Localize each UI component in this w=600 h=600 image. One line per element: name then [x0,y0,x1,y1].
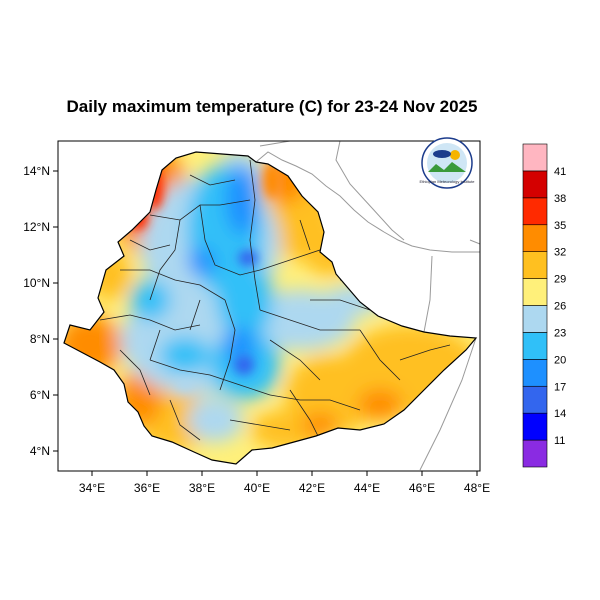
lon-label: 48°E [464,481,490,495]
sun-icon [450,150,460,160]
cloud-icon [433,150,451,158]
lat-label: 14°N [23,164,50,178]
simien-core-20 [226,165,258,235]
arsi-core-20 [224,327,256,363]
somaliland-border [423,255,433,333]
tick-marks [53,170,478,476]
lon-label: 42°E [299,481,325,495]
colorbar-swatch [522,439,548,468]
danakil-35 [264,162,280,198]
chart-title: Daily maximum temperature (C) for 23-24 … [67,97,478,116]
gulf-edge [469,239,481,245]
colorbar-label: 35 [554,220,566,232]
logo-sky [427,143,467,183]
shewa-23 [217,260,273,340]
lon-label: 34°E [79,481,105,495]
lon-label: 40°E [244,481,270,495]
colorbar-label: 41 [554,166,566,178]
colorbar-label: 26 [554,301,566,313]
lon-label: 36°E [134,481,160,495]
lat-label: 12°N [23,220,50,234]
colorbar-label: 38 [554,193,566,205]
jimma-23 [160,337,210,373]
neighbor-borders [255,140,481,471]
lat-label: 4°N [30,444,50,458]
lon-label: 38°E [189,481,215,495]
somalia-coastline [419,337,477,471]
map-frame [57,140,481,472]
sidama-26 [187,398,243,442]
colorbar-label: 17 [554,381,566,393]
colorbar-swatch [522,305,548,333]
colorbar-label: 32 [554,247,566,259]
red-sea-coastline [255,151,480,253]
lon-label: 46°E [409,481,435,495]
colorbar-swatch [522,412,548,441]
colorbar-swatch [522,143,548,172]
colorbar-label: 23 [554,327,566,339]
colorbar-label: 14 [554,408,566,420]
arabian-coast [335,140,405,241]
colorbar: 11 14 17 20 23 26 29 32 35 38 41 [522,143,566,468]
admin-boundaries [99,159,451,441]
bale-core-17 [234,355,254,375]
colorbar-swatch [522,332,548,360]
lat-label: 10°N [23,276,50,290]
lat-label: 8°N [30,332,50,346]
colorbar-swatch [522,385,548,414]
colorbar-swatch [522,278,548,306]
mountain-icon [428,162,466,172]
wollo-core-17 [238,250,258,266]
lon-label: 44°E [354,481,380,495]
northern-coast [259,140,291,147]
gojam-core-20 [188,248,216,276]
colorbar-label: 20 [554,354,566,366]
colorbar-label: 11 [554,435,565,447]
colorbar-swatch [522,359,548,387]
somali-hot-35 [358,389,402,421]
colorbar-swatch [522,224,548,252]
lat-tick-labels: 4°N 6°N 8°N 10°N 12°N 14°N [23,164,50,458]
lat-label: 6°N [30,388,50,402]
colorbar-swatch [522,251,548,279]
institute-logo: Ethiopian Meteorology Institute [420,137,476,189]
logo-label: Ethiopian Meteorology Institute [420,179,476,184]
kaffa-26 [175,379,195,391]
lon-tick-labels: 34°E 36°E 38°E 40°E 42°E 44°E 46°E 48°E [79,481,490,495]
colorbar-label: 29 [554,274,566,286]
colorbar-swatch [522,197,548,226]
colorbar-swatch [522,170,548,199]
